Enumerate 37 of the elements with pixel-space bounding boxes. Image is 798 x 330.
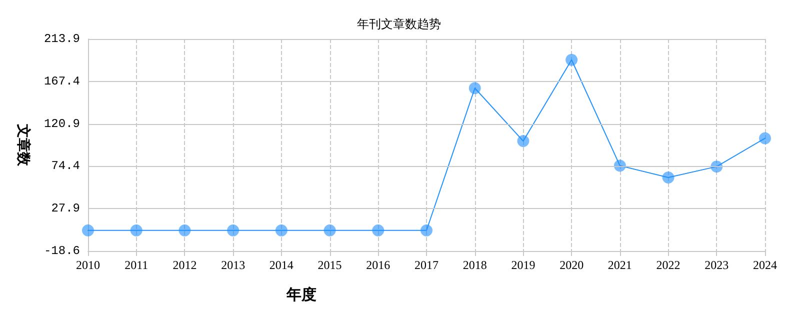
point xyxy=(420,224,432,236)
x-tick-label: 2018 xyxy=(462,258,487,272)
x-tick-label: 2012 xyxy=(172,258,197,272)
y-tick-label: -18.6 xyxy=(44,244,80,258)
y-tick-label: 27.9 xyxy=(51,202,80,216)
point xyxy=(662,172,674,184)
point xyxy=(82,224,94,236)
point xyxy=(275,224,288,236)
point xyxy=(759,132,771,144)
chart-title: 年刊文章数趋势 xyxy=(357,17,441,31)
x-tick-label: 2019 xyxy=(511,258,536,272)
x-tick-label: 2021 xyxy=(608,258,632,272)
point xyxy=(517,135,530,148)
y-tick-label: 74.4 xyxy=(51,159,80,174)
x-tick-label: 2015 xyxy=(318,258,342,272)
point xyxy=(227,224,240,236)
x-tick-label: 2023 xyxy=(704,258,729,272)
y-tick-label: 213.9 xyxy=(44,32,80,46)
x-tick-label: 2024 xyxy=(753,258,777,272)
point xyxy=(566,54,578,66)
x-tick-label: 2010 xyxy=(76,258,100,272)
point xyxy=(130,224,142,236)
x-tick-label: 2017 xyxy=(414,258,438,272)
point xyxy=(468,82,481,94)
x-axis-title: 年度 xyxy=(286,286,316,304)
x-tick-label: 2022 xyxy=(656,258,680,272)
x-tick-label: 2013 xyxy=(221,258,246,272)
y-axis-title: 文章数 xyxy=(15,123,32,167)
x-tick-label: 2014 xyxy=(269,258,294,272)
x-tick-label: 2020 xyxy=(560,258,584,272)
point xyxy=(178,224,191,236)
x-tick-label: 2016 xyxy=(366,258,390,272)
y-tick-label: 120.9 xyxy=(44,116,80,131)
point xyxy=(372,224,384,236)
y-tick-label: 167.4 xyxy=(44,74,80,88)
point xyxy=(324,224,336,236)
x-tick-label: 2011 xyxy=(124,258,148,272)
